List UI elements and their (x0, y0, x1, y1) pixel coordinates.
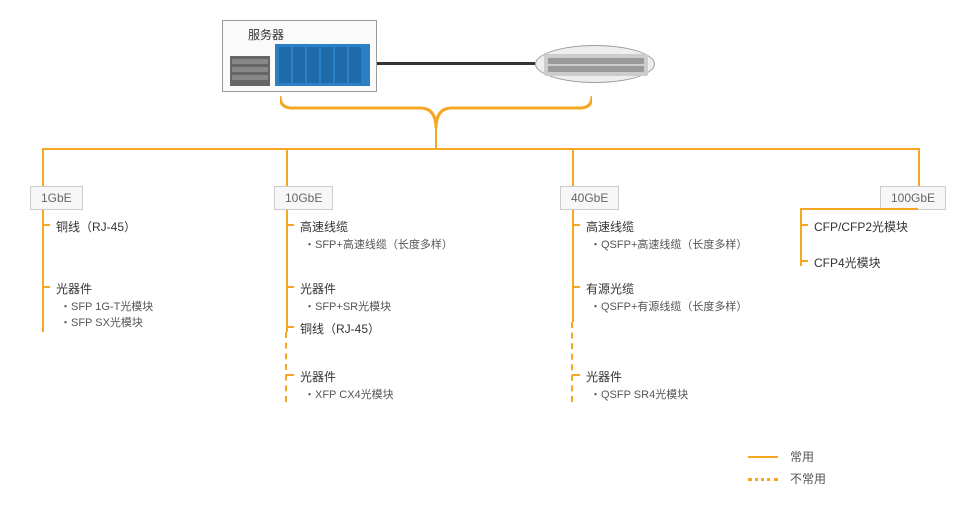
col4-item1-title: CFP/CFP2光模块 (814, 218, 908, 235)
switch-device (535, 45, 655, 83)
col2-item1-sub1: ・SFP+高速线缆（长度多样） (304, 236, 453, 252)
col-header-1gbe: 1GbE (30, 186, 83, 210)
col2-item2-title: 光器件 (300, 280, 336, 297)
tick-dash (572, 374, 580, 376)
trunk-line (435, 128, 437, 148)
col4-branch-v (800, 208, 802, 266)
col-header-1gbe-text: 1GbE (41, 191, 72, 205)
tick (42, 224, 50, 226)
col2-item1-title: 高速线缆 (300, 218, 348, 235)
col4-item2-title: CFP4光模块 (814, 254, 881, 271)
server-label: 服务器 (248, 26, 284, 43)
tick (800, 260, 808, 262)
col1-item2-title: 光器件 (56, 280, 92, 297)
col1-item2-sub1: ・SFP 1G-T光模块 (60, 298, 153, 314)
col-header-100gbe-text: 100GbE (891, 191, 935, 205)
tick (572, 286, 580, 288)
col3-item1-sub1: ・QSFP+高速线缆（长度多样） (590, 236, 747, 252)
tick (572, 224, 580, 226)
col3-item3-title: 光器件 (586, 368, 622, 385)
col2-vline-dash (285, 332, 287, 402)
connector-line (377, 62, 535, 65)
legend-solid-label: 常用 (790, 448, 814, 465)
col1-vline (42, 148, 44, 332)
col1-item2-sub2: ・SFP SX光模块 (60, 314, 143, 330)
col-header-100gbe: 100GbE (880, 186, 946, 210)
col2-vline-solid (286, 148, 288, 332)
horizontal-bus (42, 148, 919, 150)
legend-solid-line (748, 456, 778, 458)
tick (286, 224, 294, 226)
col4-vline (918, 148, 920, 186)
col2-item4-title: 光器件 (300, 368, 336, 385)
col2-item4-sub1: ・XFP CX4光模块 (304, 386, 394, 402)
col1-item1-title: 铜线（RJ-45） (56, 218, 136, 235)
col3-item2-sub1: ・QSFP+有源线缆（长度多样） (590, 298, 747, 314)
col-header-40gbe-text: 40GbE (571, 191, 608, 205)
tick (286, 286, 294, 288)
col2-item2-sub1: ・SFP+SR光模块 (304, 298, 391, 314)
tick (42, 286, 50, 288)
col-header-40gbe: 40GbE (560, 186, 619, 210)
tick (800, 224, 808, 226)
col3-item1-title: 高速线缆 (586, 218, 634, 235)
tick-dash (286, 374, 294, 376)
server-rack-gray (230, 56, 270, 86)
bracket (280, 92, 592, 132)
col2-item3-title: 铜线（RJ-45） (300, 320, 380, 337)
tick (286, 326, 294, 328)
col3-vline-solid (572, 148, 574, 322)
col4-branch-h (800, 208, 918, 210)
col-header-10gbe: 10GbE (274, 186, 333, 210)
col3-vline-dash (571, 322, 573, 402)
col-header-10gbe-text: 10GbE (285, 191, 322, 205)
server-rack-blue (275, 44, 370, 86)
col3-item2-title: 有源光缆 (586, 280, 634, 297)
col3-item3-sub1: ・QSFP SR4光模块 (590, 386, 688, 402)
legend-dashed-label: 不常用 (790, 470, 826, 487)
legend-dashed-line (748, 478, 778, 481)
